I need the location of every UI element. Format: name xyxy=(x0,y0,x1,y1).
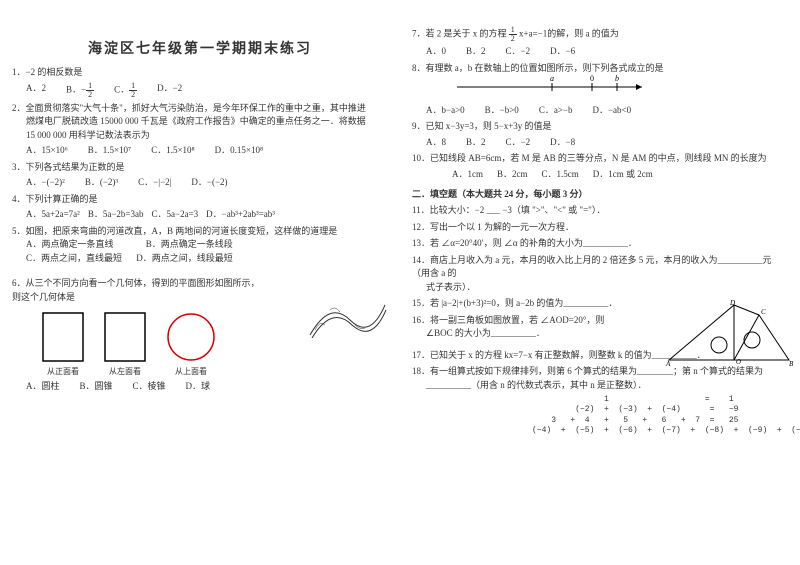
q5: 5．如图，把原来弯曲的河道改直，A，B 两地间的河道长度变短，这样做的道理是 A… xyxy=(12,225,388,266)
triangle-boards: O A B D C xyxy=(664,300,794,370)
svg-text:a: a xyxy=(550,75,554,83)
q8-b: B．−b>0 xyxy=(485,104,519,118)
q7-l1a: 7．若 2 是关于 x 的方程 xyxy=(412,29,507,39)
svg-text:0: 0 xyxy=(590,75,594,83)
q3-d: D．−(−2) xyxy=(191,176,227,190)
q4-stem: 4．下列计算正确的是 xyxy=(12,193,388,207)
q6-choices: A．圆柱 B．圆锥 C．棱锥 D．球 xyxy=(26,379,388,392)
exam-title: 海淀区七年级第一学期期末练习 xyxy=(12,38,388,58)
q13: 13．若 ∠α=20°40′，则 ∠α 的补角的大小为__________． xyxy=(412,237,788,251)
q4-a: A．5a+2a=7a² xyxy=(26,208,80,222)
q18b: __________（用含 n 的代数式表示，其中 n 是正整数）． xyxy=(426,379,788,393)
q2-a: A．15×10⁶ xyxy=(26,144,68,158)
q1-a: A．2 xyxy=(26,82,46,99)
q8-c: C．a>−b xyxy=(539,104,573,118)
q9-b: B．2 xyxy=(466,136,486,150)
q2-d: D．0.15×10⁸ xyxy=(215,144,263,158)
q2-choices: A．15×10⁶ B．1.5×10⁷ C．1.5×10⁸ D．0.15×10⁸ xyxy=(26,144,388,158)
svg-text:A: A xyxy=(665,360,671,368)
svg-text:C: C xyxy=(761,308,766,316)
q7-c: C．−2 xyxy=(506,45,531,59)
q14b: 式子表示）． xyxy=(426,281,788,295)
q4-b: B．5a−2b=3ab xyxy=(88,208,144,222)
shape-front: 从正面看 xyxy=(42,312,84,377)
q3-c: C．−|−2| xyxy=(138,176,171,190)
q3-stem: 3．下列各式结果为正数的是 xyxy=(12,161,388,175)
q7-l1b: x+a=−1的解，则 a 的值为 xyxy=(519,29,619,39)
q5-c: C．两点之间，直线最短 xyxy=(26,253,122,263)
q9-d: D．−8 xyxy=(550,136,575,150)
q6-l1: 6．从三个不同方向看一个几何体，得到的平面图形如图所示， xyxy=(12,277,388,291)
q4-choices: A．5a+2a=7a² B．5a−2b=3ab C．5a−2a=3 D．−ab³… xyxy=(26,208,388,222)
q1-d: D．−2 xyxy=(157,82,182,99)
q14a: 14．商店上月收入为 a 元，本月的收入比上月的 2 倍还多 5 元，本月的收入… xyxy=(412,254,788,281)
q8-d: D．−ab<0 xyxy=(592,104,631,118)
q5-a: A．两点确定一条直线 xyxy=(26,239,114,249)
q2-c: C．1.5×10⁸ xyxy=(151,144,194,158)
q11: 11．比较大小：−2 ___ −3（填 ">"、"<" 或 "="）． xyxy=(412,204,788,218)
q6-a: A．圆柱 xyxy=(26,379,60,392)
q7-choices: A．0 B．2 C．−2 D．−6 xyxy=(426,45,788,59)
q10-choices: A．1cm B．2cm C．1.5cm D．1cm 或 2cm xyxy=(452,168,788,182)
q6-b: B．圆锥 xyxy=(80,379,113,392)
q9-stem: 9．已知 x−3y=3，则 5−x+3y 的值是 xyxy=(412,120,788,134)
shape-top: 从上面看 xyxy=(166,312,216,377)
q2-b: B．1.5×10⁷ xyxy=(88,144,131,158)
q1-c: C．12 xyxy=(114,82,137,99)
svg-text:b: b xyxy=(615,75,619,83)
q10: 10．已知线段 AB=6cm，若 M 是 AB 的三等分点，N 是 AM 的中点… xyxy=(412,152,788,181)
q1-choices: A．2 B．−12 C．12 D．−2 xyxy=(26,82,388,99)
shape-left: 从左面看 xyxy=(104,312,146,377)
q7-b: B．2 xyxy=(466,45,486,59)
q8-choices: A．b−a>0 B．−b>0 C．a>−b D．−ab<0 xyxy=(426,104,788,118)
q9-c: C．−2 xyxy=(506,136,531,150)
section-2-title: 二．填空题（本大题共 24 分，每小题 3 分） xyxy=(412,187,788,200)
q2: 2．全面贯彻落实"大气十条"，抓好大气污染防治，是今年环保工作的重中之重，其中推… xyxy=(12,102,388,158)
q5-row1: A．两点确定一条直线 B．两点确定一条线段 xyxy=(26,238,388,252)
left-column: 海淀区七年级第一学期期末练习 1．−2 的相反数是 A．2 B．−12 C．12… xyxy=(0,0,400,565)
q2-l3: 15 000 000 用科学记数法表示为 xyxy=(26,129,388,143)
q2-l2: 燃煤电厂脱硫改造 15000 000 千瓦是《政府工作报告》中确定的重点任务之一… xyxy=(26,115,388,129)
svg-text:D: D xyxy=(729,300,735,307)
q3-b: B．(−2)³ xyxy=(85,176,118,190)
q5-d: D．两点之间，线段最短 xyxy=(136,253,233,263)
q9: 9．已知 x−3y=3，则 5−x+3y 的值是 A．8 B．2 C．−2 D．… xyxy=(412,120,788,149)
q10-c: C．1.5cm xyxy=(542,168,579,182)
q10-stem: 10．已知线段 AB=6cm，若 M 是 AB 的三等分点，N 是 AM 的中点… xyxy=(412,152,788,166)
q4: 4．下列计算正确的是 A．5a+2a=7a² B．5a−2b=3ab C．5a−… xyxy=(12,193,388,222)
q6-d: D．球 xyxy=(186,379,211,392)
q8: 8．有理数 a，b 在数轴上的位置如图所示，则下列各式成立的是 a 0 b A．… xyxy=(412,62,788,118)
q5-b: B．两点确定一条线段 xyxy=(146,239,233,249)
q8-a: A．b−a>0 xyxy=(426,104,465,118)
q10-b: B．2cm xyxy=(497,168,528,182)
q7: 7．若 2 是关于 x 的方程 12 x+a=−1的解，则 a 的值为 A．0 … xyxy=(412,26,788,59)
q10-d: D．1cm 或 2cm xyxy=(593,168,653,182)
q3: 3．下列各式结果为正数的是 A．−(−2)² B．(−2)³ C．−|−2| D… xyxy=(12,161,388,190)
q7-a: A．0 xyxy=(426,45,446,59)
q7-d: D．−6 xyxy=(550,45,575,59)
q5-row2: C．两点之间，直线最短 D．两点之间，线段最短 xyxy=(26,252,388,266)
q3-choices: A．−(−2)² B．(−2)³ C．−|−2| D．−(−2) xyxy=(26,176,388,190)
number-line: a 0 b xyxy=(452,75,652,97)
q2-l1: 2．全面贯彻落实"大气十条"，抓好大气污染防治，是今年环保工作的重中之重，其中推… xyxy=(12,102,388,116)
q10-a: A．1cm xyxy=(452,168,483,182)
q4-d: D．−ab³+2ab³=ab³ xyxy=(206,208,275,222)
q3-a: A．−(−2)² xyxy=(26,176,65,190)
q1-b: B．−12 xyxy=(66,82,94,99)
q14: 14．商店上月收入为 a 元，本月的收入比上月的 2 倍还多 5 元，本月的收入… xyxy=(412,254,788,295)
q4-c: C．5a−2a=3 xyxy=(152,208,199,222)
svg-text:B: B xyxy=(789,360,794,368)
right-column: 7．若 2 是关于 x 的方程 12 x+a=−1的解，则 a 的值为 A．0 … xyxy=(400,0,800,565)
q8-stem: 8．有理数 a，b 在数轴上的位置如图所示，则下列各式成立的是 xyxy=(412,62,788,76)
q12: 12．写出一个以 1 为解的一元一次方程． xyxy=(412,221,788,235)
q1: 1．−2 的相反数是 A．2 B．−12 C．12 D．−2 xyxy=(12,66,388,99)
svg-text:O: O xyxy=(736,358,741,366)
q5-l1: 5．如图，把原来弯曲的河道改直，A，B 两地间的河道长度变短，这样做的道理是 xyxy=(12,225,388,239)
calc-pattern: 1 = 1 (−2) + (−3) + (−4) = −9 3 + 4 + 5 … xyxy=(532,395,788,437)
q9-choices: A．8 B．2 C．−2 D．−8 xyxy=(426,136,788,150)
q9-a: A．8 xyxy=(426,136,446,150)
river-illustration xyxy=(300,290,390,345)
q1-stem: 1．−2 的相反数是 xyxy=(12,66,388,80)
q6-c: C．棱锥 xyxy=(133,379,166,392)
